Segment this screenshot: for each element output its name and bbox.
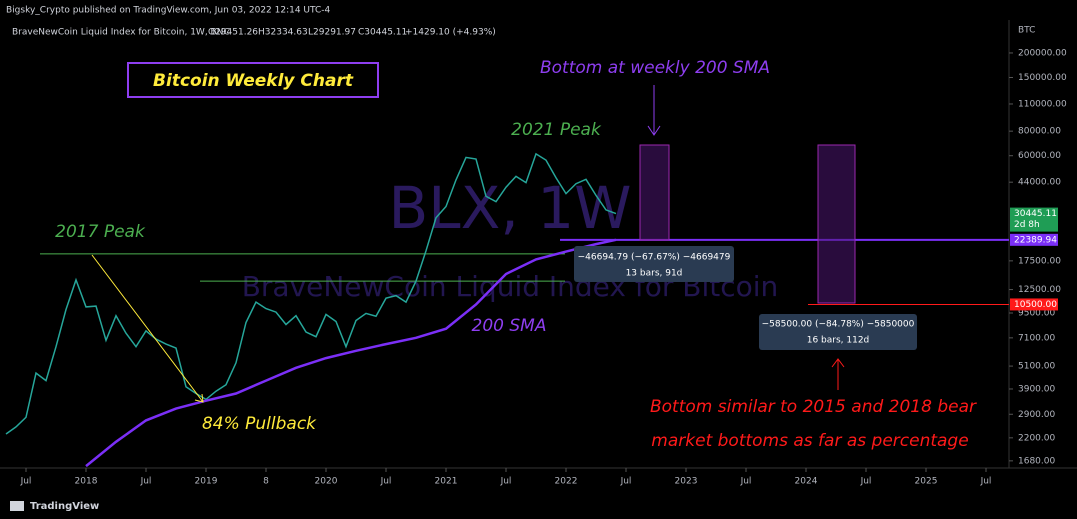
- measure-label: 16 bars, 112d: [807, 336, 870, 346]
- ohlc: L29291.97: [308, 28, 356, 38]
- y-tick-label: 9500.00: [1018, 308, 1055, 318]
- x-tick-label: 2025: [915, 477, 938, 487]
- x-tick-label: 2019: [195, 477, 218, 487]
- watermark: BLX, 1W: [389, 174, 632, 242]
- arrow: [91, 254, 204, 403]
- measure-box: [639, 144, 670, 241]
- series-line: [85, 238, 617, 468]
- x-tick-label: Jul: [380, 477, 392, 487]
- price-label-bg: [1010, 233, 1058, 246]
- y-tick-label: 2200.00: [1018, 433, 1055, 443]
- publisher: Bigsky_Crypto published on TradingView.c…: [6, 6, 331, 16]
- price-label: 22389.94: [1014, 235, 1057, 245]
- y-tick-label: 200000.00: [1018, 48, 1067, 58]
- y-tick-label: 44000.00: [1018, 178, 1061, 188]
- price-label-bg: [1010, 298, 1058, 311]
- ohlc: O29451.26: [208, 28, 258, 38]
- x-tick-label: Jul: [140, 477, 152, 487]
- x-tick-label: 2024: [795, 477, 818, 487]
- measure-label: −58500.00 (−84.78%) −5850000: [762, 320, 915, 330]
- series-line: [5, 152, 617, 435]
- x-tick-label: Jul: [500, 477, 512, 487]
- annotation: Bitcoin Weekly Chart: [153, 71, 354, 91]
- x-tick-label: 2023: [675, 477, 698, 487]
- annotation: market bottoms as far as percentage: [651, 431, 968, 451]
- x-tick-label: Jul: [740, 477, 752, 487]
- measure-label-box: [759, 314, 917, 350]
- y-tick-label: 2900.00: [1018, 410, 1055, 420]
- y-tick-label: 80000.00: [1018, 127, 1061, 137]
- x-tick-label: 8: [263, 477, 269, 487]
- change: +1429.10 (+4.93%): [405, 28, 496, 38]
- price-label: 30445.11: [1014, 209, 1057, 219]
- price-label-bg: [1010, 207, 1058, 232]
- arrow: [831, 358, 845, 368]
- y-tick-label: 17500.00: [1018, 256, 1061, 266]
- arrow: [194, 393, 204, 403]
- symbol: BraveNewCoin Liquid Index for Bitcoin, 1…: [12, 28, 230, 38]
- measure-label: 13 bars, 91d: [626, 269, 683, 279]
- y-tick-label: 1680.00: [1018, 456, 1055, 466]
- x-tick-label: Jul: [980, 477, 992, 487]
- x-tick-label: 2018: [75, 477, 98, 487]
- x-tick-label: Jul: [860, 477, 872, 487]
- measure-label-box: [574, 246, 734, 282]
- annotation: 2021 Peak: [511, 120, 602, 140]
- y-tick-label: 60000.00: [1018, 151, 1061, 161]
- y-tick-label: 5100.00: [1018, 362, 1055, 372]
- annotation: 200 SMA: [472, 316, 547, 336]
- plot: 200000.00 150000.00 110000.00 80000.00 60000…: [5, 48, 1067, 487]
- title-box: [127, 62, 379, 98]
- x-tick-label: Jul: [620, 477, 632, 487]
- annotation: Bottom at weekly 200 SMA: [540, 58, 770, 78]
- footer: TradingView: [30, 501, 99, 512]
- measure-label: −46694.79 (−67.67%) −4669479: [578, 253, 731, 263]
- x-tick-label: 2022: [555, 477, 578, 487]
- x-tick-label: Jul: [20, 477, 32, 487]
- y-tick-label: 150000.00: [1018, 73, 1067, 83]
- countdown: 2d 8h: [1014, 220, 1040, 230]
- measure-box: [817, 144, 856, 304]
- y-tick-label: 12500.00: [1018, 285, 1061, 295]
- ohlc: H32334.63: [258, 28, 308, 38]
- y-tick-label: 3900.00: [1018, 384, 1055, 394]
- price-label: 10500.00: [1014, 300, 1057, 310]
- y-tick-label: 110000.00: [1018, 99, 1067, 109]
- logo: [10, 501, 24, 511]
- annotation: Bottom similar to 2015 and 2018 bear: [650, 397, 977, 417]
- ohlc: C30445.11: [358, 28, 407, 38]
- y-tick-label: 7100.00: [1018, 333, 1055, 343]
- annotation: 2017 Peak: [55, 222, 146, 242]
- x-tick-label: 2021: [435, 477, 458, 487]
- x-tick-label: 2020: [315, 477, 338, 487]
- currency: BTC: [1018, 26, 1035, 36]
- arrow: [647, 125, 661, 136]
- annotation: 84% Pullback: [202, 414, 317, 434]
